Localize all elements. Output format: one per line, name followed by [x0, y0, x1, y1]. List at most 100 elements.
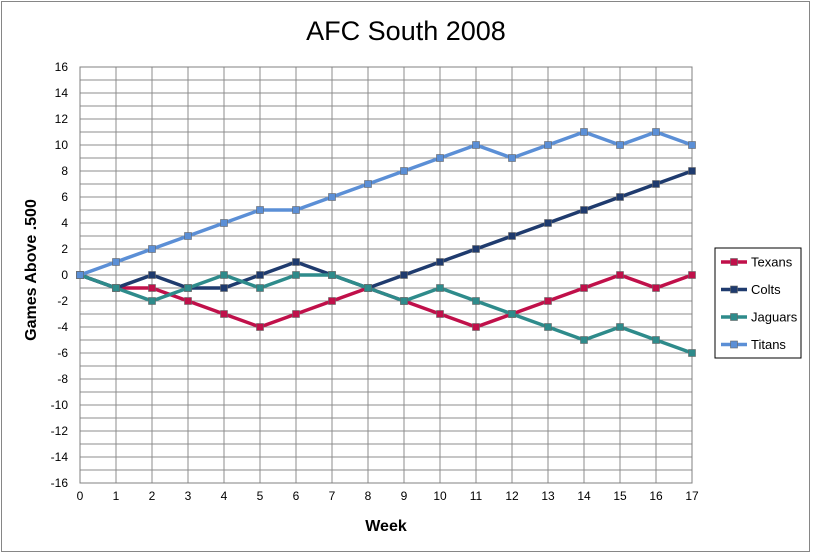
x-tick-label: 17 [685, 489, 699, 503]
legend-label-texans: Texans [751, 255, 793, 270]
data-point-colts [292, 258, 300, 266]
data-point-colts [508, 232, 516, 240]
data-point-jaguars [112, 284, 120, 292]
x-tick-label: 10 [433, 489, 447, 503]
y-tick-label: 16 [55, 60, 69, 74]
data-point-jaguars [184, 284, 192, 292]
series-line-jaguars [79, 273, 693, 355]
y-tick-label: -2 [57, 294, 68, 308]
data-point-jaguars [508, 310, 516, 318]
data-point-texans [256, 323, 264, 331]
data-point-texans [220, 310, 228, 318]
y-tick-label: 6 [61, 190, 68, 204]
data-point-titans [220, 219, 228, 227]
legend-label-colts: Colts [751, 282, 781, 297]
data-point-texans [580, 284, 588, 292]
data-point-jaguars [544, 323, 552, 331]
data-point-texans [688, 271, 696, 279]
data-point-titans [292, 206, 300, 214]
y-axis-title: Games Above .500 [23, 199, 40, 341]
data-point-titans [544, 141, 552, 149]
x-tick-label: 7 [329, 489, 336, 503]
data-point-colts [688, 167, 696, 175]
series-lines [76, 128, 696, 357]
data-point-titans [472, 141, 480, 149]
data-point-titans [436, 154, 444, 162]
data-point-titans [148, 245, 156, 253]
data-point-colts [220, 284, 228, 292]
legend-marker-jaguars [730, 313, 738, 321]
data-point-jaguars [220, 271, 228, 279]
x-axis-title: Week [365, 518, 407, 535]
y-tick-label: -10 [51, 398, 69, 412]
data-point-titans [256, 206, 264, 214]
data-point-titans [328, 193, 336, 201]
x-tick-label: 3 [185, 489, 192, 503]
data-point-titans [616, 141, 624, 149]
data-point-colts [256, 271, 264, 279]
y-tick-label: 4 [61, 216, 68, 230]
data-point-jaguars [148, 297, 156, 305]
data-point-texans [472, 323, 480, 331]
y-tick-label: 14 [55, 86, 69, 100]
x-tick-label: 9 [401, 489, 408, 503]
legend-label-titans: Titans [751, 337, 786, 352]
data-point-jaguars [472, 297, 480, 305]
legend: Texans Colts Jaguars Titans [714, 247, 802, 359]
data-point-texans [148, 284, 156, 292]
data-point-texans [436, 310, 444, 318]
x-tick-label: 14 [577, 489, 591, 503]
data-point-texans [328, 297, 336, 305]
x-tick-label: 2 [149, 489, 156, 503]
y-tick-label: -6 [57, 346, 68, 360]
y-tick-label: 12 [55, 112, 69, 126]
data-point-titans [76, 271, 84, 279]
data-point-titans [184, 232, 192, 240]
data-point-jaguars [580, 336, 588, 344]
x-tick-label: 1 [113, 489, 120, 503]
data-point-jaguars [328, 271, 336, 279]
legend-label-jaguars: Jaguars [751, 310, 798, 325]
legend-box [714, 247, 802, 359]
y-tick-label: 2 [61, 242, 68, 256]
data-point-jaguars [364, 284, 372, 292]
data-point-colts [148, 271, 156, 279]
data-point-jaguars [256, 284, 264, 292]
x-tick-label: 0 [77, 489, 84, 503]
series-line-titans [79, 130, 693, 277]
y-tick-label: -16 [51, 476, 69, 490]
x-tick-label: 15 [613, 489, 627, 503]
data-point-jaguars [652, 336, 660, 344]
x-tick-label: 12 [505, 489, 519, 503]
legend-marker-titans [730, 340, 738, 349]
data-point-colts [400, 271, 408, 279]
data-point-titans [400, 167, 408, 175]
legend-marker-texans [730, 258, 738, 266]
data-point-jaguars [436, 284, 444, 292]
data-point-texans [616, 271, 624, 279]
y-tick-label: -12 [51, 424, 69, 438]
data-point-colts [472, 245, 480, 253]
data-point-colts [652, 180, 660, 188]
y-tick-label: 10 [55, 138, 69, 152]
gridlines [79, 66, 693, 484]
series-line-colts [79, 169, 693, 290]
x-tick-label: 8 [365, 489, 372, 503]
data-point-texans [544, 297, 552, 305]
x-tick-label: 4 [221, 489, 228, 503]
chart-title: AFC South 2008 [306, 16, 506, 46]
y-tick-label: 8 [61, 164, 68, 178]
data-point-colts [580, 206, 588, 214]
data-point-jaguars [688, 349, 696, 357]
data-point-titans [508, 154, 516, 162]
data-point-colts [616, 193, 624, 201]
data-point-texans [184, 297, 192, 305]
x-tick-label: 11 [470, 489, 483, 503]
data-point-jaguars [616, 323, 624, 331]
data-point-colts [544, 219, 552, 227]
y-tick-label: -14 [51, 450, 69, 464]
data-point-jaguars [400, 297, 408, 305]
data-point-titans [112, 258, 120, 266]
